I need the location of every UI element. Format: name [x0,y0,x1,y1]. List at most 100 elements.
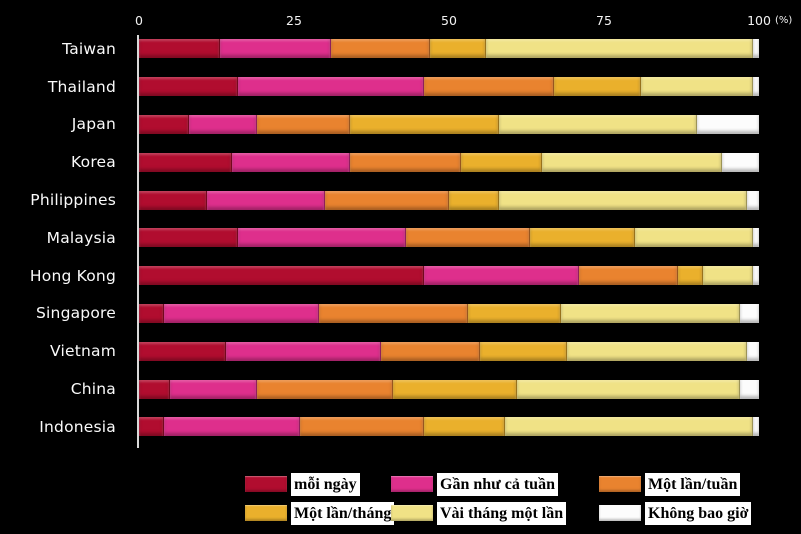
bar-segment [188,114,257,134]
stacked-bar [139,341,759,361]
bar-segment [318,303,468,323]
bar-segment [139,417,164,437]
bar-segment [349,152,462,172]
category-label: Thailand [47,77,116,96]
bar-row: Korea [71,143,759,181]
bar-segment [256,379,394,399]
bar-segment [517,379,741,399]
bar-segment [349,114,499,134]
bar-segment [163,417,301,437]
stacked-bar [139,228,759,248]
bar-segment [225,341,381,361]
legend-label: Gần như cả tuần [437,472,558,496]
plot-area: 0 25 50 75 100 (%) Taiwan Thailand Japan Korea P… [30,13,792,448]
bar-segment [324,190,449,210]
legend: mỗi ngày Gần như cả tuần Một lần/tuần Một l… [245,471,752,526]
bar-segment [752,228,759,248]
bar-row: Vietnam [50,332,759,370]
legend-item: mỗi ngày [245,471,391,497]
bar-row: Thailand [48,68,759,106]
bar-segment [554,77,642,97]
bar-segment [139,303,164,323]
bar-rows: Taiwan Thailand Japan Korea Philippines Malay… [30,30,759,446]
bar-segment [139,114,189,134]
legend-swatch [245,505,287,521]
legend-item: Một lần/tuần [599,471,749,497]
bar-segment [207,190,325,210]
bar-segment [529,228,635,248]
bar-segment [430,39,487,59]
stacked-bar [139,417,759,437]
stacked-bar [139,114,759,134]
bar-segment [696,114,759,134]
legend-item: Không bao giờ [599,500,752,526]
stacked-bar [139,266,759,286]
legend-swatch [599,476,641,492]
bar-segment [752,77,759,97]
bar-segment [721,152,759,172]
bar-row: Indonesia [39,408,759,446]
bar-segment [331,39,431,59]
stacked-bar [139,303,759,323]
bar-row: China [71,370,759,408]
legend-swatch [391,476,433,492]
bar-segment [752,266,759,286]
bar-segment [219,39,332,59]
bar-segment [139,39,220,59]
bar-segment [498,114,697,134]
legend-swatch [599,505,641,521]
stacked-bar [139,77,759,97]
bar-segment [424,417,505,437]
legend-item: Vài tháng một lần [391,500,599,526]
stacked-bar [139,379,759,399]
stacked-bar [139,39,759,59]
bar-segment [424,266,580,286]
x-tick-label: 25 [286,13,302,28]
category-label: Malaysia [46,228,116,247]
category-label: Singapore [36,304,116,323]
bar-segment [232,152,350,172]
bar-segment [560,303,741,323]
bar-segment [641,77,753,97]
bar-segment [486,39,753,59]
bar-segment [405,228,530,248]
legend-item: Gần như cả tuần [391,471,599,497]
bar-segment [498,190,747,210]
category-label: Japan [71,115,116,134]
category-label: China [70,380,116,399]
bar-segment [393,379,518,399]
bar-segment [504,417,753,437]
legend-label: Một lần/tháng [291,501,395,525]
x-tick-label: 100 [747,13,771,28]
x-tick-label: 0 [135,13,143,28]
category-label: Vietnam [49,342,116,361]
bar-segment [238,77,425,97]
category-label: Hong Kong [29,266,116,285]
bar-segment [424,77,555,97]
bar-segment [448,190,499,210]
bar-segment [746,190,759,210]
x-tick-label: 75 [596,13,612,28]
bar-segment [740,379,759,399]
bar-segment [752,417,759,437]
bar-row: Hong Kong [30,257,759,295]
legend-swatch [245,476,287,492]
bar-row: Japan [72,106,759,144]
bar-segment [139,152,232,172]
bar-segment [541,152,722,172]
bar-segment [300,417,425,437]
bar-row: Malaysia [47,219,759,257]
bar-segment [703,266,753,286]
y-axis-line [137,35,139,448]
category-label: Philippines [30,191,116,210]
bar-segment [746,341,759,361]
bar-segment [740,303,759,323]
bar-segment [139,341,226,361]
legend-item: Một lần/tháng [245,500,395,526]
bar-segment [139,77,239,97]
category-label: Korea [71,153,116,172]
bar-segment [238,228,406,248]
bar-segment [139,228,239,248]
category-label: Taiwan [62,39,116,58]
